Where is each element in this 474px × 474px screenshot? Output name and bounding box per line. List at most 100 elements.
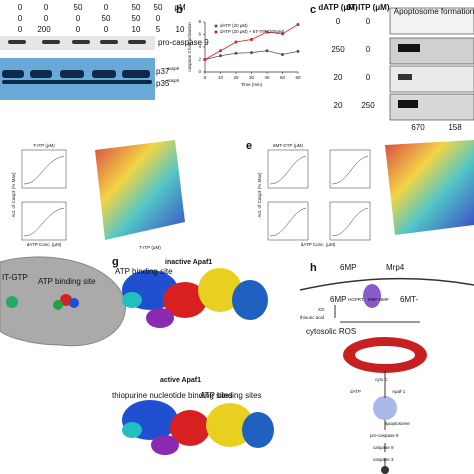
- surface: [95, 140, 185, 240]
- label: 0: [336, 17, 341, 26]
- label: μM: [174, 3, 186, 12]
- blot-bands: [8, 40, 146, 44]
- label: Apoptosome formation: [394, 7, 474, 16]
- label: dATP (μM): [318, 3, 358, 12]
- label: 30: [249, 75, 255, 80]
- label: dATP (20 μM): [220, 23, 248, 28]
- label: 0: [44, 3, 49, 12]
- label: ATP binding site: [115, 267, 173, 276]
- label: ATP binding site: [38, 277, 96, 286]
- label: 158: [448, 123, 462, 132]
- point: [296, 49, 300, 53]
- inset-plots: [21, 149, 371, 241]
- label: caspase 3: [373, 457, 394, 462]
- label: 6MP: [340, 263, 356, 272]
- label: 0: [18, 3, 23, 12]
- point: [234, 51, 238, 55]
- label: 0: [104, 3, 109, 12]
- legend-marker: [214, 24, 218, 28]
- label: 0: [104, 25, 109, 34]
- label: thiouric acid: [300, 315, 325, 320]
- label: Time (min): [241, 82, 263, 87]
- label: 10: [132, 25, 141, 34]
- point: [250, 38, 253, 41]
- label: 20: [233, 75, 239, 80]
- label: 8: [198, 19, 201, 24]
- point: [234, 40, 238, 44]
- label: HGPRT: [348, 297, 364, 302]
- label: IT-GTP: [2, 273, 28, 282]
- label: 0: [18, 14, 23, 23]
- label: 0: [76, 14, 81, 23]
- point: [203, 58, 207, 61]
- label: dATP: [350, 389, 361, 394]
- blot-lower-bands: [2, 70, 152, 84]
- label: 0: [366, 73, 371, 82]
- label: caspase 9: [373, 445, 394, 450]
- label: 20: [334, 73, 343, 82]
- point: [265, 49, 269, 53]
- ribbon: [122, 268, 274, 455]
- label: 5: [156, 25, 161, 34]
- label: 0: [76, 25, 81, 34]
- label: cyto C: [375, 377, 389, 382]
- label: Act. of Casp3 (% Max): [11, 172, 16, 218]
- label: c: [310, 4, 316, 16]
- label: 50: [154, 3, 163, 12]
- label: 20: [334, 101, 343, 110]
- label: e: [246, 140, 252, 152]
- legend-marker: [214, 30, 218, 34]
- label: T-ITP (μM): [139, 245, 161, 250]
- label: Act. of Casp3 (% Max): [257, 172, 262, 218]
- label: inactive Apaf1: [165, 259, 212, 266]
- label: 250: [361, 101, 375, 110]
- label: 0: [44, 14, 49, 23]
- label: 2: [198, 57, 201, 62]
- label-sup: casp9: [167, 78, 180, 83]
- label: 6: [198, 32, 201, 37]
- label: pro-caspase 9: [158, 38, 209, 47]
- point: [281, 32, 284, 36]
- point: [219, 54, 222, 58]
- label: 0: [156, 14, 161, 23]
- label: apoptosome: [385, 421, 410, 426]
- label: 6MP: [330, 295, 346, 304]
- label: 6MP-NMP: [368, 297, 389, 302]
- label: 670: [411, 123, 425, 132]
- label: 0: [198, 69, 201, 74]
- point: [281, 53, 284, 56]
- label: ATP binding sites: [200, 391, 262, 400]
- surface: [385, 140, 474, 235]
- label: 50: [132, 3, 141, 12]
- label: dATP Conc. (μM): [27, 242, 62, 247]
- label: 0: [366, 17, 371, 26]
- label: 50: [102, 14, 111, 23]
- label: cytosolic ROS: [306, 327, 356, 336]
- label: 0: [366, 45, 371, 54]
- label: 4: [198, 44, 201, 49]
- label: 40: [264, 75, 270, 80]
- label: caspase 3 fold activation: [187, 22, 192, 72]
- label: p35: [156, 79, 170, 88]
- label: 50: [74, 3, 83, 12]
- label: 6MT-GTP (μM): [273, 143, 304, 148]
- label: 50: [280, 75, 286, 80]
- label: dATP (20 μM) + 6T-ITP (200μM): [220, 29, 285, 34]
- label: 50: [132, 14, 141, 23]
- label: active Apaf1: [160, 377, 201, 384]
- label: Apaf-1: [392, 389, 406, 394]
- label: thiopurine nucleotide binding sites: [112, 391, 233, 400]
- label: 60: [295, 75, 301, 80]
- label: 6MT-: [400, 295, 419, 304]
- point: [250, 51, 253, 55]
- point: [296, 23, 300, 26]
- label: 250: [331, 45, 345, 54]
- label: 0: [18, 25, 23, 34]
- label: g: [112, 256, 119, 268]
- label: p37: [156, 67, 170, 76]
- label: pro-caspase 9: [370, 433, 399, 438]
- blot-lower: [0, 58, 155, 100]
- label: Mrp4: [386, 263, 405, 272]
- label-sup: casp9: [167, 66, 180, 71]
